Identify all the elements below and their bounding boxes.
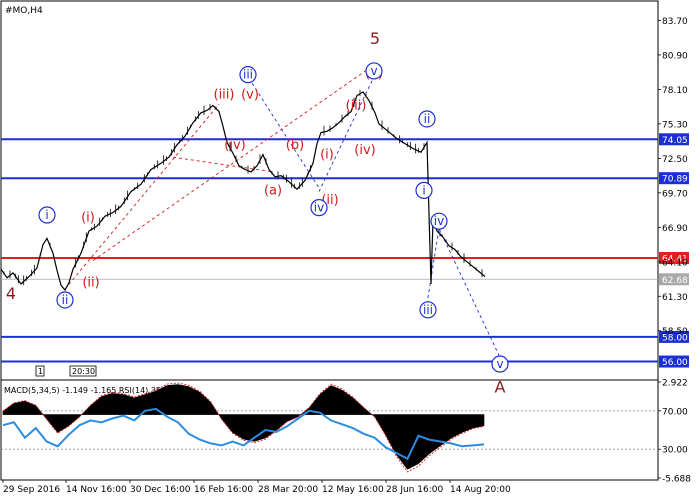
main-plot-frame bbox=[0, 0, 659, 381]
price-tick-label-6: 66.90 bbox=[662, 224, 688, 234]
wave-label-red-4: (ii) bbox=[82, 276, 99, 291]
rsi-line bbox=[2, 407, 485, 461]
trendline-6 bbox=[438, 228, 500, 356]
time-tick-label-1: 14 Nov 16:00 bbox=[66, 485, 127, 495]
wave-circle-20 bbox=[415, 181, 433, 199]
indicator-tick-label-3: -5.688 bbox=[662, 475, 691, 485]
wave-label-red-3: (i) bbox=[81, 210, 95, 225]
level-tag-text-2: 64.41 bbox=[662, 254, 688, 264]
wave-label-major-24: A bbox=[495, 377, 506, 396]
wave-label-blue-19: ii bbox=[424, 112, 431, 126]
wave-label-major-16: 5 bbox=[370, 29, 380, 48]
level-tag-1 bbox=[659, 172, 689, 185]
indicator-title: MACD(5,34,5) -1.149 -1.165 RSI(14) 35.09 bbox=[4, 386, 174, 395]
indicator-tick-label-0: 2.922 bbox=[662, 379, 688, 389]
wave-label-blue-18: v bbox=[370, 64, 377, 78]
wave-circle-23 bbox=[491, 355, 509, 373]
wave-label-red-10: (a) bbox=[264, 183, 282, 198]
wave-label-red-8: (iv) bbox=[224, 138, 245, 153]
indicator-panel: 2.922 70.00 30.00 -5.688 bbox=[1, 379, 691, 485]
level-tag-2 bbox=[659, 251, 689, 264]
trendline-4 bbox=[318, 74, 376, 192]
price-tick-label-0: 83.70 bbox=[662, 17, 688, 27]
time-tick-label-4: 28 Mar 20:00 bbox=[258, 485, 318, 495]
macd-histogram bbox=[2, 384, 485, 470]
wave-circle-2 bbox=[56, 291, 74, 309]
level-tag-text-5: 56.00 bbox=[662, 358, 688, 368]
price-tick-label-5: 69.70 bbox=[662, 189, 688, 199]
level-tag-text-4: 58.00 bbox=[662, 333, 688, 343]
period-button-1[interactable]: 1 bbox=[38, 367, 43, 376]
trendline-5 bbox=[425, 228, 440, 310]
wave-label-red-15: (iv) bbox=[354, 143, 375, 158]
price-tick-label-1: 80.90 bbox=[662, 51, 688, 61]
indicator-tick-label-2: 30.00 bbox=[662, 446, 688, 456]
indicator-tick-label-1: 70.00 bbox=[662, 407, 688, 417]
horizontal-levels: 74.05 70.89 64.41 62.68 58.00 56.00 bbox=[1, 133, 689, 368]
level-tag-text-0: 74.05 bbox=[662, 136, 688, 146]
level-tag-3 bbox=[659, 273, 689, 286]
macd-signal-line bbox=[2, 382, 485, 473]
level-tag-0 bbox=[659, 133, 689, 146]
wave-label-blue-1: i bbox=[45, 208, 48, 222]
wave-label-blue-2: ii bbox=[62, 293, 69, 307]
level-tag-4 bbox=[659, 330, 689, 343]
symbol-title: #MO,H4 bbox=[5, 6, 43, 16]
trendline-1 bbox=[60, 103, 220, 295]
wave-circle-7 bbox=[239, 66, 257, 84]
time-tick-label-6: 28 Jun 16:00 bbox=[386, 485, 443, 495]
level-tag-text-3: 62.68 bbox=[662, 276, 688, 286]
wave-label-blue-23: v bbox=[496, 357, 503, 371]
price-series bbox=[0, 89, 486, 292]
price-tick-label-8: 61.30 bbox=[662, 293, 688, 303]
wave-circle-18 bbox=[365, 62, 383, 80]
wave-label-blue-20: i bbox=[422, 183, 425, 197]
time-tick-label-0: 29 Sep 2016 bbox=[3, 485, 60, 495]
wave-circle-13 bbox=[310, 199, 328, 217]
wave-label-red-14: (iii) bbox=[346, 98, 367, 113]
wave-label-red-5: (iii) bbox=[214, 87, 235, 102]
wave-label-red-11: (i) bbox=[320, 148, 334, 163]
wave-circle-22 bbox=[419, 301, 437, 319]
time-tick-label-7: 14 Aug 20:00 bbox=[450, 485, 511, 495]
wave-label-major-0: 4 bbox=[6, 284, 16, 303]
wave-label-red-6: (v) bbox=[241, 87, 259, 102]
wave-label-blue-7: iii bbox=[243, 68, 253, 82]
wave-circle-1 bbox=[38, 206, 56, 224]
wave-trendlines bbox=[60, 63, 500, 356]
level-tag-text-1: 70.89 bbox=[662, 175, 688, 185]
wave-label-blue-22: iii bbox=[423, 303, 433, 317]
time-axis: 29 Sep 2016 14 Nov 16:00 30 Dec 16:00 16 Fe… bbox=[2, 480, 511, 495]
price-tick-label-4: 72.50 bbox=[662, 155, 688, 165]
period-button-2030[interactable]: 20:30 bbox=[72, 367, 95, 376]
wave-label-red-9: (b) bbox=[286, 138, 304, 153]
wave-label-blue-13: iv bbox=[314, 201, 324, 215]
time-tick-label-2: 30 Dec 16:00 bbox=[130, 485, 191, 495]
level-tag-5 bbox=[659, 355, 689, 368]
period-buttons[interactable]: 1 20:30 bbox=[35, 365, 97, 377]
price-axis: 83.70 80.90 78.10 75.30 72.50 69.70 66.90 64.10… bbox=[658, 17, 688, 337]
price-tick-label-3: 75.30 bbox=[662, 120, 688, 130]
price-tick-label-9: 58.50 bbox=[662, 327, 688, 337]
wave-circle-21 bbox=[430, 212, 448, 230]
wave-label-blue-21: iv bbox=[434, 214, 444, 228]
price-tick-label-2: 78.10 bbox=[662, 86, 688, 96]
trendline-3 bbox=[248, 78, 320, 189]
time-tick-label-3: 16 Feb 16:00 bbox=[194, 485, 253, 495]
wave-circle-19 bbox=[418, 110, 436, 128]
price-tick-label-7: 64.10 bbox=[662, 258, 688, 268]
time-tick-label-5: 12 May 16:00 bbox=[322, 485, 384, 495]
trendline-2 bbox=[172, 156, 274, 173]
